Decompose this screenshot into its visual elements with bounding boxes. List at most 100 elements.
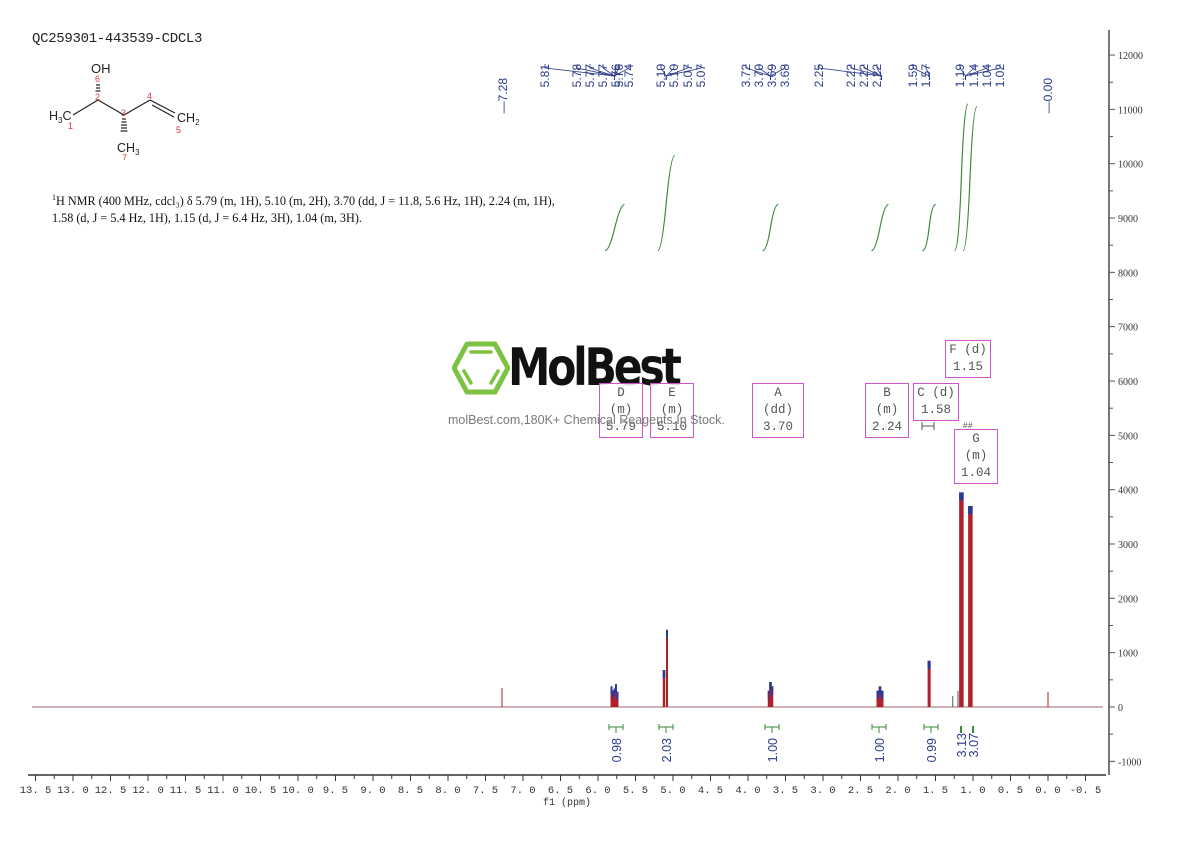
x-tick-label: 0. 0 <box>1035 785 1060 797</box>
multiplet-box-b: B (m) 2.24 <box>865 383 909 438</box>
peak-label: 5.81 <box>538 64 552 88</box>
peak-label: 1.02 <box>993 64 1007 88</box>
peak-label: 3.70 <box>752 64 766 88</box>
multiplet-box-c: C (d) 1.58 <box>913 383 959 421</box>
x-tick-label: 9. 5 <box>323 785 348 797</box>
integral-curves <box>605 103 978 252</box>
x-tick-label: 11. 5 <box>170 785 202 797</box>
peak-label: 5.74 <box>622 64 636 88</box>
multiplet-box-a: A (dd) 3.70 <box>752 383 804 438</box>
molbest-logo-icon <box>452 341 510 395</box>
y-tick-label: 2000 <box>1118 594 1138 605</box>
x-tick-label: 2. 5 <box>848 785 873 797</box>
y-tick-label: 3000 <box>1118 540 1138 551</box>
peak-label: 5.10 <box>667 64 681 88</box>
nmr-description: 1H NMR (400 MHz, cdcl₃) δ 5.79 (m, 1H), … <box>52 189 612 227</box>
atom-number-4: 4 <box>147 91 152 101</box>
peak-label: —7.28 <box>496 78 510 114</box>
peak-label: 3.68 <box>778 64 792 88</box>
multiplet-box-f: F (d) 1.15 <box>945 340 991 378</box>
peak-label: 1.19 <box>953 64 967 88</box>
peak-label: 5.78 <box>570 64 584 88</box>
x-axis: 13. 5 13. 0 12. 5 12. 0 11. 5 11. 0 10. 5 10. 0… <box>20 774 1106 797</box>
x-tick-label: 5. 5 <box>623 785 648 797</box>
x-tick-label: 6. 5 <box>548 785 573 797</box>
y-tick-label: 0 <box>1118 703 1123 714</box>
peak-label-connectors <box>544 64 1001 80</box>
atom-ch3: CH3 <box>117 141 140 157</box>
x-tick-label: 2. 0 <box>885 785 910 797</box>
x-tick-label: 4. 5 <box>698 785 723 797</box>
x-tick-label: 1. 5 <box>923 785 948 797</box>
peak-label: 1.59 <box>906 64 920 88</box>
x-tick-label: 12. 0 <box>132 785 164 797</box>
peak-label: 5.77 <box>583 64 597 88</box>
peak-label: 5.77 <box>596 64 610 88</box>
x-tick-label: 11. 0 <box>207 785 239 797</box>
atom-ch2: CH2 <box>177 111 200 127</box>
x-tick-label: -0. 5 <box>1070 785 1102 797</box>
x-tick-label: 4. 0 <box>735 785 760 797</box>
peak-label: 5.76 <box>609 64 623 88</box>
atom-number-2: 2 <box>95 92 100 102</box>
peak-label: 2.22 <box>870 64 884 88</box>
y-tick-label: 11000 <box>1118 105 1143 116</box>
sample-id: QC259301-443539-CDCL3 <box>32 31 203 47</box>
peak-label: 5.10 <box>654 64 668 88</box>
x-tick-label: 6. 0 <box>585 785 610 797</box>
spectrum-peaks <box>501 492 1049 707</box>
x-tick-label: 5. 0 <box>660 785 685 797</box>
y-tick-label: 7000 <box>1118 323 1138 334</box>
peak-label: 1.57 <box>919 64 933 88</box>
integral-value: 2.03 <box>660 738 674 762</box>
watermark-tagline: molBest.com,180K+ Chemical Reagents In S… <box>448 413 725 427</box>
peak-label: 5.07 <box>681 64 695 88</box>
peak-label: 5.07 <box>694 64 708 88</box>
x-tick-label: 9. 0 <box>360 785 385 797</box>
y-tick-label: 8000 <box>1118 268 1138 279</box>
atom-number-3: 3 <box>121 108 126 118</box>
peak-label: 1.14 <box>967 64 981 88</box>
y-tick-label: 4000 <box>1118 486 1138 497</box>
x-tick-label: 8. 0 <box>435 785 460 797</box>
y-tick-label: 5000 <box>1118 431 1138 442</box>
peak-label: 1.04 <box>980 64 994 88</box>
peak-label: 5.76 <box>612 64 626 88</box>
x-tick-label: 1. 0 <box>960 785 985 797</box>
peak-label: 3.69 <box>765 64 779 88</box>
x-tick-label: 7. 5 <box>473 785 498 797</box>
multiplet-box-e: E (m) 5.10 <box>650 383 694 438</box>
peak-label: —0.00 <box>1041 78 1055 114</box>
x-tick-label: 8. 5 <box>398 785 423 797</box>
atom-oh: OH <box>91 61 111 76</box>
x-tick-label: 10. 5 <box>245 785 277 797</box>
x-tick-label: 13. 5 <box>20 785 52 797</box>
y-axis: 1200011000100009000800070006000500040003… <box>1108 30 1143 775</box>
multiplet-box-g: G (m) 1.04 <box>954 429 998 484</box>
integral-values: 0.98 2.03 1.00 1.00 0.99 3.133.07 <box>608 724 981 762</box>
peak-label: 2.22 <box>844 64 858 88</box>
peak-labels: —7.285.81 5.78 5.77 5.77 5.765.765.74 5.10 5.1… <box>496 64 1055 114</box>
x-axis-label: f1 (ppm) <box>543 797 591 809</box>
y-tick-label: 9000 <box>1118 214 1138 225</box>
integral-value: 3.07 <box>967 733 981 757</box>
integral-value: 0.98 <box>610 738 624 762</box>
x-tick-label: 3. 0 <box>810 785 835 797</box>
peak-label: 3.72 <box>739 64 753 88</box>
y-tick-label: 12000 <box>1118 51 1143 62</box>
atom-h3c: H3C <box>49 109 72 125</box>
multiplet-box-d: D (m) 5.79 <box>599 383 643 438</box>
integral-value: 1.00 <box>766 738 780 762</box>
x-tick-label: 0. 5 <box>998 785 1023 797</box>
nmr-description-line-1: 1H NMR (400 MHz, cdcl₃) δ 5.79 (m, 1H), … <box>52 193 555 209</box>
atom-number-1: 1 <box>68 121 73 131</box>
y-tick-label: -1000 <box>1118 757 1141 768</box>
x-tick-label: 13. 0 <box>57 785 89 797</box>
y-tick-label: 1000 <box>1118 649 1138 660</box>
x-tick-label: 12. 5 <box>95 785 127 797</box>
multiplet-marker: # <box>968 421 973 430</box>
x-tick-label: 3. 5 <box>773 785 798 797</box>
atom-number-7: 7 <box>122 153 127 160</box>
peak-label: 2.22 <box>857 64 871 88</box>
